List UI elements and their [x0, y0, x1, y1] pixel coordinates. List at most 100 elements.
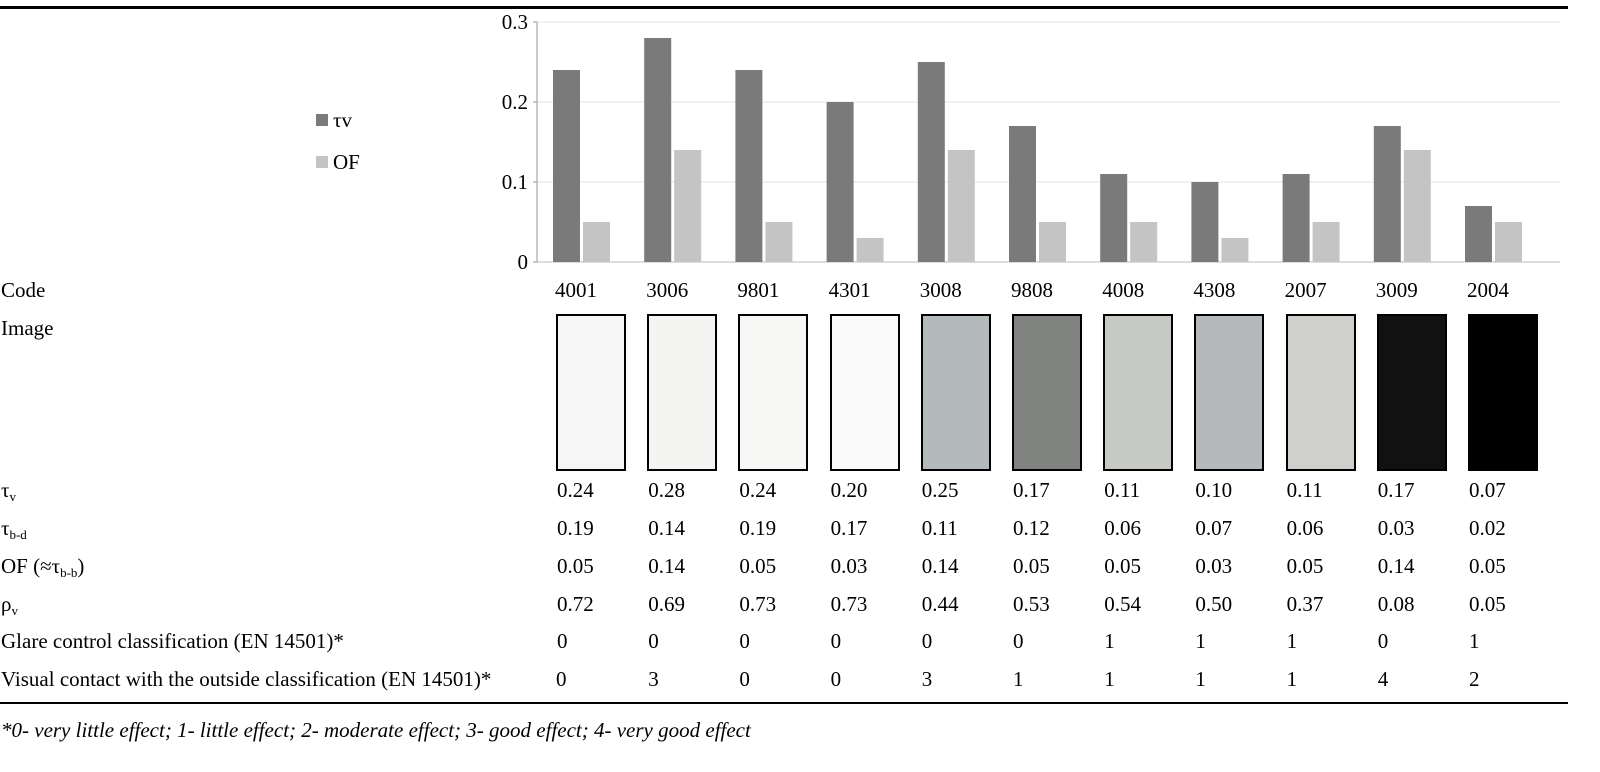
code-9808: 9808: [1011, 278, 1053, 302]
footnote: *0- very little effect; 1- little effect…: [1, 718, 751, 742]
table-cell: 0: [648, 629, 659, 653]
table-cell: 0.11: [1104, 478, 1141, 502]
table-cell: 0.08: [1377, 592, 1415, 616]
table-cell: 0.02: [1469, 516, 1506, 540]
table-cell: 0: [739, 667, 750, 691]
table-cell: 0.73: [739, 592, 777, 616]
bar-tau-v-4008: [1100, 174, 1128, 262]
sample-image-9801: [738, 314, 809, 471]
table-cell: 0.17: [1377, 478, 1415, 502]
table-cell: 1: [1286, 629, 1298, 653]
code-9801: 9801: [737, 278, 780, 302]
code-4308: 4308: [1193, 278, 1236, 302]
table-cell: 0.05: [1469, 554, 1506, 578]
bar-of-4308: [1221, 238, 1249, 262]
table-cell: 0.10: [1195, 478, 1233, 502]
sample-image-3006: [647, 314, 718, 471]
code-3006: 3006: [646, 278, 689, 302]
code-row-label: Code: [1, 278, 46, 302]
table-cell: 0: [830, 667, 842, 691]
bar-tau-v-3006: [644, 38, 672, 262]
sample-image-2004: [1468, 314, 1538, 471]
bar-tau-v-3009: [1373, 126, 1401, 262]
code-4008: 4008: [1102, 278, 1145, 302]
table-cell: 1: [1195, 629, 1206, 653]
legend-swatch: [316, 114, 328, 126]
table-cell: 0: [739, 629, 750, 653]
table-cell: 0.14: [921, 554, 959, 578]
bar-tau-v-9808: [1009, 126, 1036, 262]
table-cell: 0.20: [830, 478, 868, 502]
table-cell: 0.14: [648, 516, 685, 540]
table-cell: 0.54: [1104, 592, 1141, 616]
bar-of-4001: [583, 222, 610, 262]
row-label-2: OF (≈τb-b): [1, 554, 85, 580]
table-cell: 0: [921, 629, 933, 653]
code-4301: 4301: [828, 278, 871, 302]
legend-swatch: [316, 156, 328, 168]
table-cell: 0.19: [557, 516, 594, 540]
image-row-label: Image: [1, 316, 54, 340]
table-cell: 0.14: [1377, 554, 1415, 578]
table-cell: 0.07: [1469, 478, 1506, 502]
sample-image-4008: [1103, 314, 1174, 471]
table-cell: 0.03: [1195, 554, 1233, 578]
table-cell: 3: [921, 667, 933, 691]
y-tick-label: 0.2: [502, 90, 528, 114]
legend-label: τv: [333, 108, 352, 132]
legend-label: OF: [333, 150, 360, 174]
sample-image-4001: [556, 314, 626, 471]
table-cell: 1: [1469, 629, 1480, 653]
table-cell: 0.05: [1013, 554, 1050, 578]
table-cell: 1: [1013, 667, 1024, 691]
table-cell: 0.72: [557, 592, 594, 616]
table-cell: 0.03: [830, 554, 868, 578]
table-cell: 0.24: [739, 478, 777, 502]
table-cell: 0: [557, 629, 568, 653]
table-cell: 0.44: [921, 592, 959, 616]
code-3008: 3008: [919, 278, 962, 302]
table-cell: 0.12: [1013, 516, 1050, 540]
row-label-0: τv: [1, 478, 16, 504]
table-cell: 0.28: [648, 478, 685, 502]
table-cell: 0.03: [1377, 516, 1415, 540]
y-tick-label: 0: [518, 250, 529, 274]
table-cell: 0.17: [830, 516, 868, 540]
row-label-3: ρv: [1, 592, 18, 618]
row-label-4: Glare control classification (EN 14501)*: [1, 629, 344, 653]
bar-of-4301: [856, 238, 884, 262]
table-cell: 1: [1286, 667, 1298, 691]
row-label-1: τb-d: [1, 516, 27, 542]
bar-tau-v-2007: [1282, 174, 1310, 262]
bar-of-2004: [1495, 222, 1522, 262]
table-cell: 0.05: [739, 554, 777, 578]
table-cell: 0: [830, 629, 842, 653]
table-cell: 0.19: [739, 516, 777, 540]
bar-chart: 0 0.1 0.2 0.3 τv OF: [316, 10, 1560, 274]
row-label-5: Visual contact with the outside classifi…: [1, 667, 492, 691]
bar-tau-v-4308: [1191, 182, 1219, 262]
bar-tau-v-2004: [1465, 206, 1492, 262]
table-cell: 4: [1377, 667, 1389, 691]
table-cell: 1: [1104, 629, 1115, 653]
table-cell: 1: [1195, 667, 1206, 691]
table-cell: 0.05: [1286, 554, 1324, 578]
table-cell: 0.11: [921, 516, 958, 540]
table-cell: 0: [1377, 629, 1389, 653]
bar-of-9808: [1039, 222, 1066, 262]
table-cell: 0.37: [1286, 592, 1324, 616]
bar-of-4008: [1130, 222, 1158, 262]
table-cell: 0.24: [557, 478, 594, 502]
table-cell: 0: [1013, 629, 1024, 653]
table-cell: 0.25: [921, 478, 959, 502]
table-cell: 3: [648, 667, 659, 691]
table-cell: 0.14: [648, 554, 685, 578]
table-cell: 0.53: [1013, 592, 1050, 616]
bar-of-2007: [1312, 222, 1340, 262]
sample-image-4301: [829, 314, 900, 471]
code-2007: 2007: [1284, 278, 1327, 302]
table-cell: 0.05: [1469, 592, 1506, 616]
bar-tau-v-3008: [917, 62, 945, 262]
sample-image-2007: [1285, 314, 1356, 471]
table-cell: 0.06: [1104, 516, 1141, 540]
